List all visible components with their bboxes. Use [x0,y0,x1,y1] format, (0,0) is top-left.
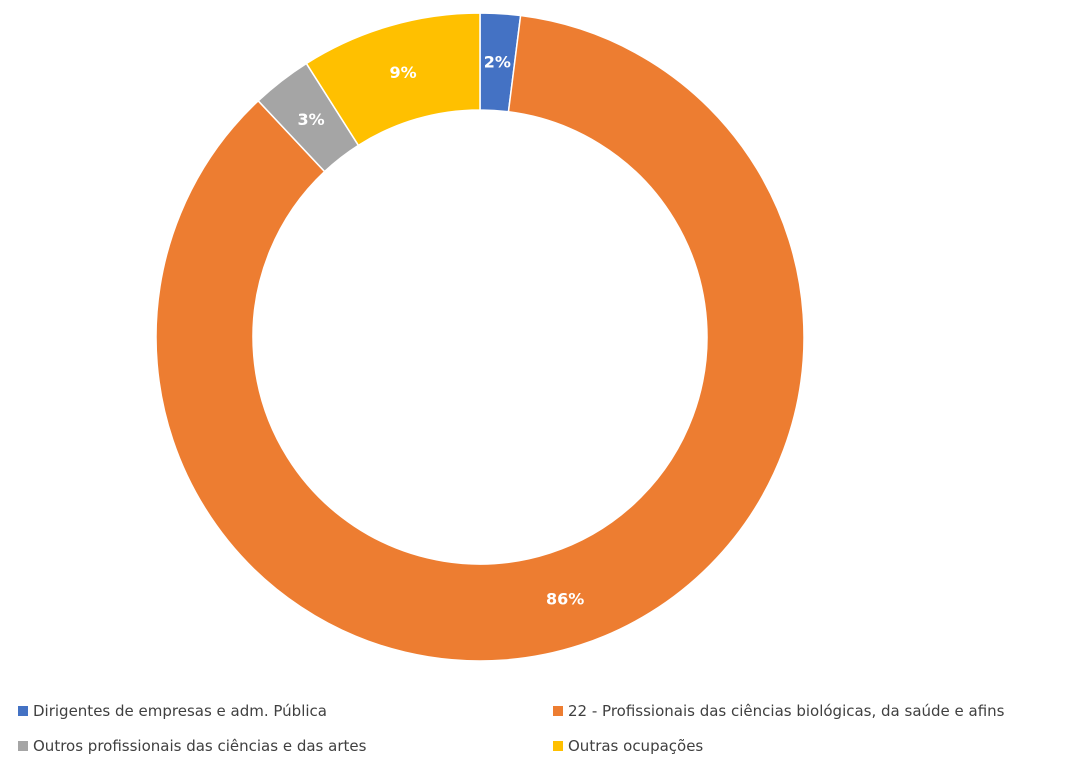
data-label-dirigentes-de-empresas-e-adm-publica: 2% [484,53,511,72]
legend-swatch-orange [553,706,563,716]
donut-slices [156,13,804,661]
data-label-outros-profissionais-das-ciencias-e-das-artes: 3% [298,110,325,129]
legend-swatch-yellow [553,741,563,751]
legend-item-dirigentes[interactable]: Dirigentes de empresas e adm. Pública [18,702,327,720]
legend-label-outras-ocupacoes: Outras ocupações [568,737,703,755]
slice-22-profissionais-das-ciencias-biologicas-da-saude-e-afins[interactable] [156,16,804,661]
data-label-outras-ocupacoes: 9% [390,63,417,82]
data-label-22-profissionais-das-ciencias-biologicas-da-saude-e-afins: 86% [546,590,584,609]
legend-item-profissionais-saude[interactable]: 22 - Profissionais das ciências biológic… [553,702,1005,720]
legend-label-outros-profissionais: Outros profissionais das ciências e das … [33,737,366,755]
legend-swatch-gray [18,741,28,751]
legend-label-dirigentes: Dirigentes de empresas e adm. Pública [33,702,327,720]
legend-item-outros-profissionais[interactable]: Outros profissionais das ciências e das … [18,737,366,755]
legend-swatch-blue [18,706,28,716]
legend-item-outras-ocupacoes[interactable]: Outras ocupações [553,737,703,755]
legend-label-profissionais-saude: 22 - Profissionais das ciências biológic… [568,702,1005,720]
